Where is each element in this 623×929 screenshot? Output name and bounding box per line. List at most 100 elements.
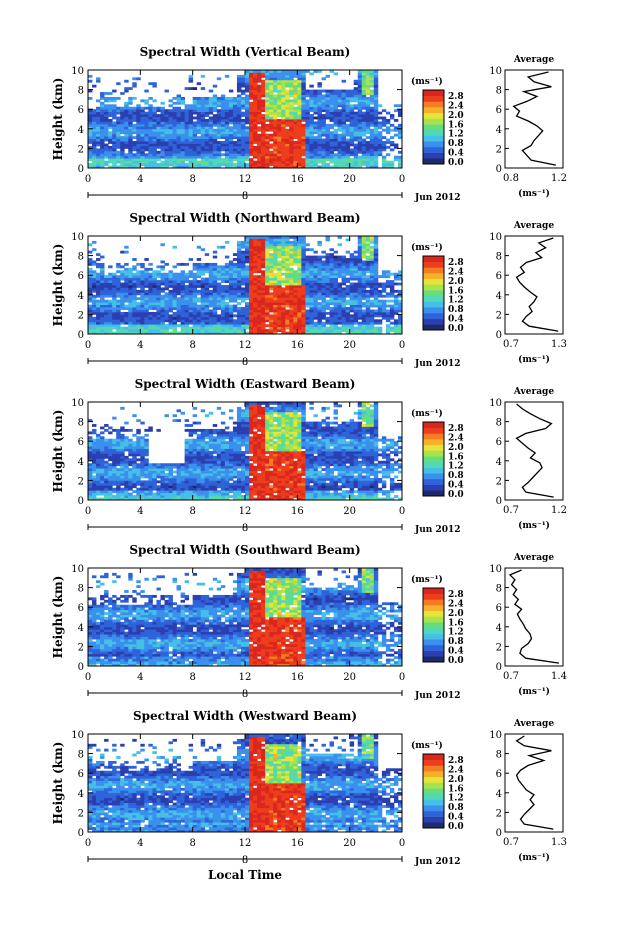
heatmap-cell [168,163,173,166]
heatmap-cell [353,148,359,152]
heatmap-cell [289,158,294,162]
heatmap-cell [212,143,218,147]
heatmap-cell [305,150,310,154]
heatmap-cell [305,138,310,142]
heatmap-cell [92,133,97,137]
heatmap-cell [317,275,322,279]
heatmap-cell [329,267,334,271]
heatmap-cell [325,321,330,325]
heatmap-cell [345,143,351,147]
heatmap-cell [232,331,238,335]
heatmap-cell [245,240,250,244]
heatmap-cell [208,101,214,105]
heatmap-cell [108,316,113,320]
heatmap-cell [337,319,343,323]
heatmap-cell [345,238,351,242]
heatmap-cell [385,119,391,122]
heatmap-cell [313,109,318,113]
heatmap-cell [245,70,250,73]
heatmap-cell [100,321,105,325]
heatmap-cell [269,99,274,103]
heatmap-cell [365,150,371,154]
heatmap-cell [369,74,375,78]
heatmap-cell [289,326,294,330]
heatmap-cell [200,262,206,266]
heatmap-cell [228,104,234,108]
heatmap-cell [232,111,238,115]
heatmap-cell [353,96,359,100]
heatmap-cell [164,277,169,281]
heatmap-cell [257,304,262,308]
heatmap-cell [265,101,270,105]
heatmap-cell [285,136,290,139]
heatmap-cell [253,104,258,108]
heatmap-cell [196,314,202,318]
heatmap-cell [301,138,306,142]
x-tick-label: 20 [343,174,356,185]
heatmap-cell [373,153,379,157]
heatmap-cell [228,96,234,100]
heatmap-cell [329,131,334,135]
colorbar-swatch [423,146,444,153]
heatmap-cell [317,155,322,159]
heatmap-cell [309,165,314,169]
heatmap-cell [357,294,363,298]
heatmap-cell [265,324,270,328]
heatmap-cell [297,104,302,108]
heatmap-cell [188,326,194,330]
heatmap-cell [253,297,258,301]
heatmap-cell [253,133,258,137]
heatmap-cell [92,326,97,330]
heatmap-cell [148,114,153,117]
heatmap-cell [240,114,246,117]
heatmap-cell [353,94,359,98]
heatmap-cell [120,329,125,332]
heatmap-cell [309,94,314,98]
heatmap-cell [108,160,113,164]
heatmap-cell [148,123,153,127]
heatmap-cell [212,123,218,127]
heatmap-cell [224,136,230,139]
heatmap-cell [277,165,282,169]
heatmap-cell [192,128,198,132]
heatmap-cell [369,258,375,261]
heatmap-cell [269,280,274,283]
heatmap-cell [176,148,181,152]
heatmap-cell [297,270,302,274]
heatmap-cell [253,294,258,298]
heatmap-cell [289,282,294,286]
heatmap-cell [192,304,198,308]
heatmap-cell [188,297,194,301]
heatmap-cell [273,302,278,305]
heatmap-cell [257,309,262,313]
heatmap-cell [249,240,254,244]
heatmap-cell [301,311,306,315]
heatmap-cell [240,294,246,298]
heatmap-cell [297,304,302,308]
heatmap-cell [293,314,298,318]
heatmap-cell [337,96,343,100]
heatmap-cell [253,121,258,125]
heatmap-cell [200,329,206,332]
heatmap-cell [397,307,403,310]
heatmap-cell [108,109,113,113]
heatmap-cell [257,294,262,298]
heatmap-cell [236,277,242,281]
heatmap-cell [136,304,141,308]
heatmap-cell [212,285,218,288]
heatmap-cell [289,321,294,325]
heatmap-cell [180,331,186,335]
heatmap-cell [172,297,177,301]
heatmap-cell [365,270,371,274]
heatmap-cell [257,106,262,110]
heatmap-cell [240,133,246,137]
heatmap-cell [317,92,322,95]
heatmap-cell [273,114,278,117]
heatmap-cell [100,143,105,147]
heatmap-cell [124,106,129,110]
heatmap-cell [285,262,290,266]
heatmap-cell [216,165,222,169]
heatmap-cell [281,253,286,256]
heatmap-cell [124,128,129,132]
heatmap-cell [309,267,314,271]
